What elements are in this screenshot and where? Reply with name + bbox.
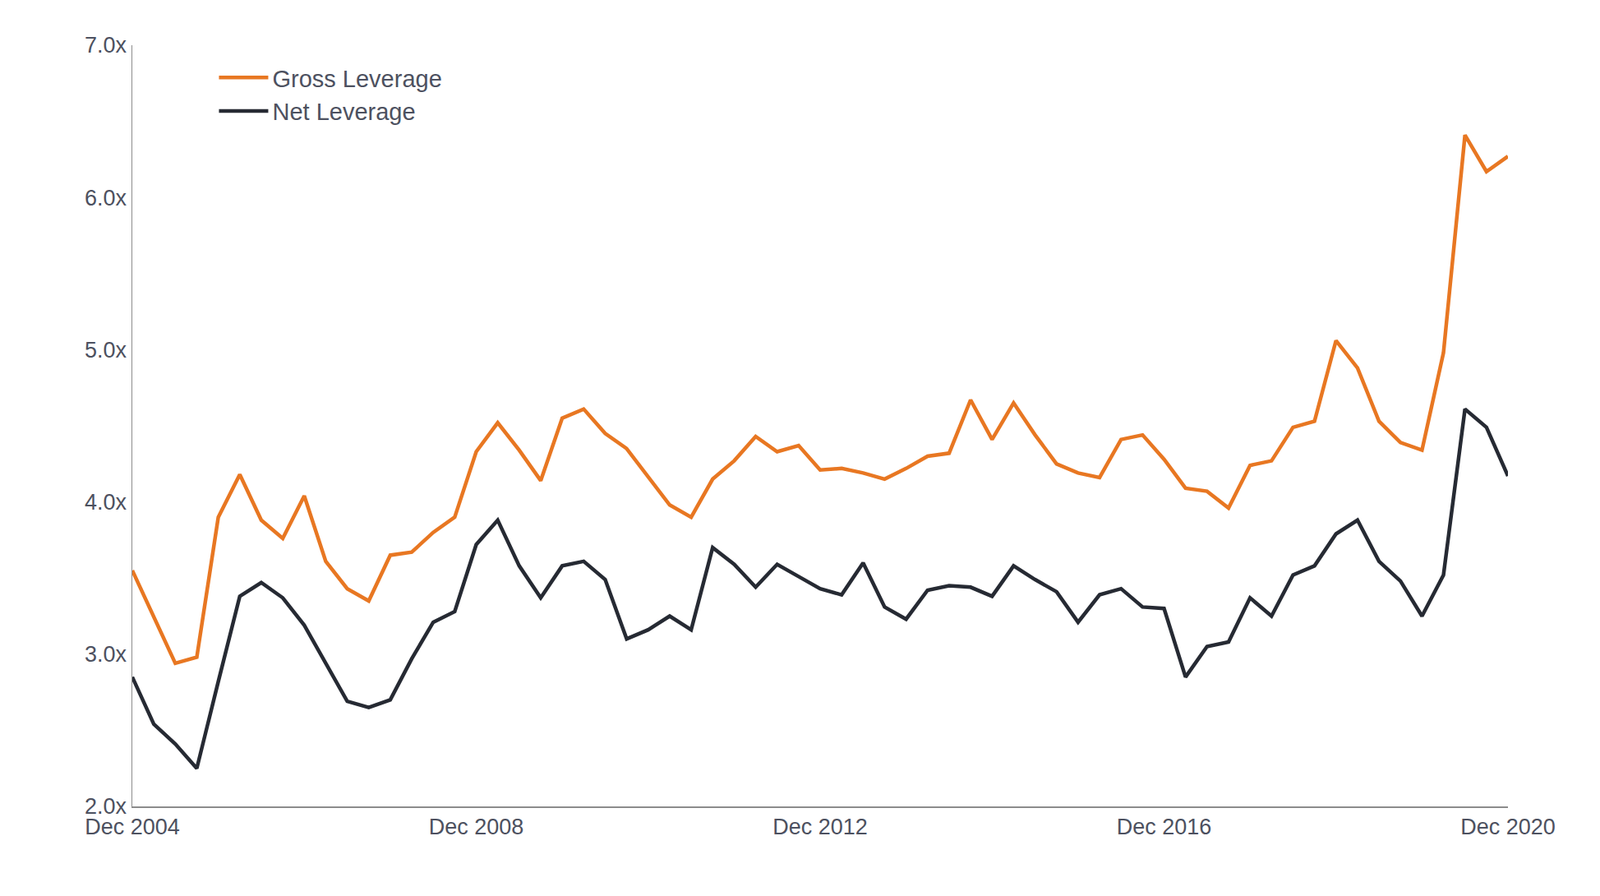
svg-text:7.0x: 7.0x	[84, 32, 128, 58]
svg-text:4.0x: 4.0x	[84, 489, 128, 515]
svg-text:6.0x: 6.0x	[84, 185, 128, 211]
svg-text:Dec 2008: Dec 2008	[428, 814, 525, 840]
svg-text:Dec 2004: Dec 2004	[84, 814, 180, 840]
svg-text:2.0x: 2.0x	[84, 793, 128, 819]
svg-text:Dec 2020: Dec 2020	[1460, 814, 1556, 840]
svg-text:Net Leverage: Net Leverage	[272, 98, 415, 125]
svg-text:3.0x: 3.0x	[84, 641, 128, 667]
svg-text:Dec 2016: Dec 2016	[1116, 814, 1213, 840]
svg-text:Dec 2012: Dec 2012	[772, 814, 868, 840]
svg-text:Gross Leverage: Gross Leverage	[272, 65, 442, 93]
svg-text:5.0x: 5.0x	[84, 337, 128, 363]
